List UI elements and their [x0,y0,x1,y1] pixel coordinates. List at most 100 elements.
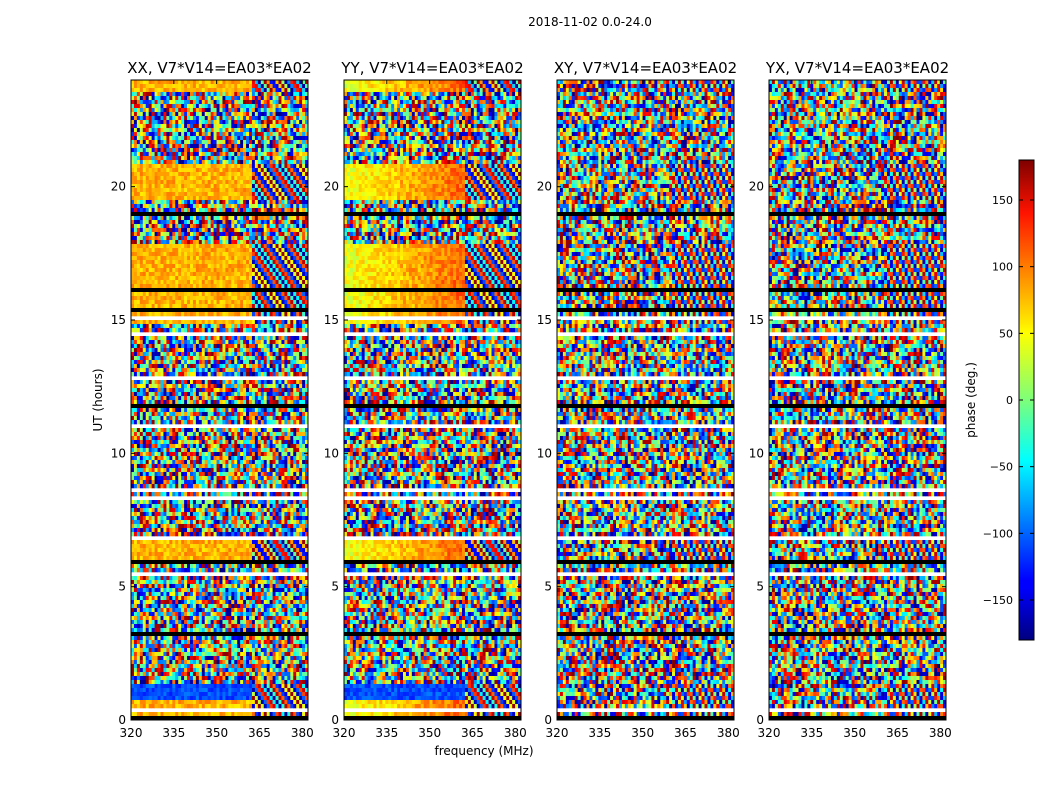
heatmap-cell [207,260,211,265]
heatmap-cell [281,440,285,445]
heatmap-cell [231,188,235,193]
heatmap-cell [204,92,208,97]
heatmap-cell [198,184,203,189]
heatmap-cell [154,384,158,389]
heatmap-cell [302,412,306,417]
heatmap-cell [213,340,217,345]
heatmap-cell [293,272,297,277]
heatmap-cell [225,384,229,389]
heatmap-cell [166,208,170,213]
heatmap-cell [222,148,226,153]
heatmap-cell [213,84,217,89]
heatmap-cell [145,196,149,201]
heatmap-cell [184,96,188,101]
heatmap-cell [243,208,247,213]
heatmap-cell [269,400,273,405]
heatmap-cell [260,336,265,341]
heatmap-cell [187,80,191,85]
heatmap-cell [222,180,226,185]
heatmap-cell [198,236,203,241]
heatmap-cell [296,244,300,249]
x-axis-label: frequency (MHz) [434,744,533,758]
heatmap-cell [299,364,303,369]
heatmap-cell [187,168,191,173]
heatmap-cell [225,196,229,201]
heatmap-cell [219,144,223,149]
heatmap-cell [190,276,194,281]
heatmap-cell [222,208,226,213]
heatmap-cell [190,124,194,129]
heatmap-cell [192,368,197,373]
heatmap-cell [278,360,282,365]
heatmap-cell [172,192,176,197]
heatmap-cell [178,420,182,425]
heatmap-cell [145,80,149,85]
heatmap-cell [269,276,273,281]
heatmap-cell [157,344,161,349]
heatmap-cell [305,160,309,165]
heatmap-cell [237,228,241,233]
heatmap-cell [184,132,188,137]
heatmap-cell [222,320,226,325]
heatmap-cell [139,240,144,245]
heatmap-cell [219,440,223,445]
heatmap-cell [219,384,223,389]
heatmap-cell [163,172,167,177]
heatmap-cell [249,136,253,141]
heatmap-cell [275,112,279,117]
heatmap-cell [169,148,173,153]
heatmap-cell [240,116,244,121]
heatmap-cell [216,280,220,285]
heatmap-cell [184,392,188,397]
heatmap-cell [254,304,259,309]
heatmap-cell [139,216,144,221]
heatmap-cell [136,124,141,129]
heatmap-cell [302,384,306,389]
heatmap-cell [272,328,276,333]
heatmap-cell [275,440,279,445]
heatmap-cell [240,432,244,437]
heatmap-cell [251,392,256,397]
heatmap-cell [192,156,197,161]
heatmap-cell [249,392,253,397]
heatmap-cell [246,304,250,309]
heatmap-cell [207,380,211,385]
heatmap-cell [210,252,214,257]
heatmap-cell [225,392,229,397]
heatmap-cell [299,192,303,197]
heatmap-cell [254,356,259,361]
heatmap-cell [201,148,206,153]
heatmap-cell [275,392,279,397]
heatmap-cell [136,440,141,445]
heatmap-cell [210,204,214,209]
heatmap-cell [290,296,294,301]
heatmap-cell [184,176,188,181]
heatmap-cell [293,388,297,393]
heatmap-cell [302,136,306,141]
heatmap-cell [151,368,155,373]
heatmap-cell [133,204,138,209]
heatmap-cell [145,356,149,361]
heatmap-cell [287,240,291,245]
heatmap-cell [198,176,203,181]
heatmap-cell [198,244,203,249]
heatmap-cell [228,244,232,249]
heatmap-cell [240,436,244,441]
heatmap-cell [219,248,223,253]
heatmap-cell [240,344,244,349]
heatmap-cell [257,432,262,437]
heatmap-cell [213,428,217,433]
heatmap-cell [266,144,270,149]
heatmap-cell [207,232,211,237]
heatmap-cell [284,280,288,285]
heatmap-cell [207,392,211,397]
heatmap-cell [204,384,208,389]
heatmap-cell [133,152,138,157]
heatmap-cell [278,140,282,145]
heatmap-cell [266,188,270,193]
heatmap-cell [178,368,182,373]
heatmap-cell [284,180,288,185]
heatmap-cell [302,396,306,401]
heatmap-cell [160,416,164,421]
heatmap-cell [281,176,285,181]
